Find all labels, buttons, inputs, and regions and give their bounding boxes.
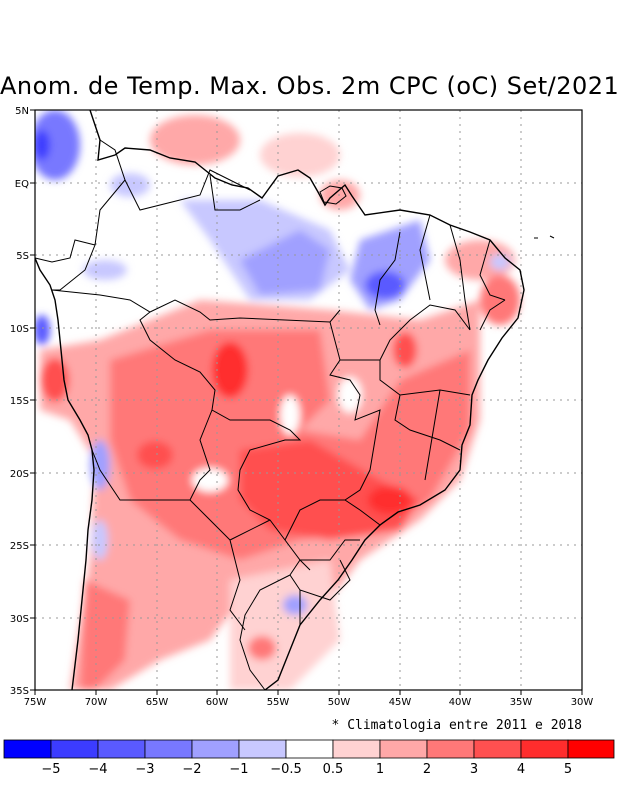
anomaly-warm-amapa xyxy=(260,133,340,177)
lon-label: 35W xyxy=(510,697,533,708)
anomaly-hot-bol xyxy=(137,441,173,469)
lat-label: 5S xyxy=(16,251,29,262)
lat-label: EQ xyxy=(15,179,29,190)
anomaly-cool-colombia xyxy=(35,110,80,180)
lon-label: 50W xyxy=(328,697,351,708)
colorbar-swatch xyxy=(520,739,569,759)
anomaly-hot-peru xyxy=(41,358,69,402)
lon-label: 55W xyxy=(267,697,290,708)
anomaly-cool-amazon-core xyxy=(240,230,330,295)
anomaly-cool-peru-n xyxy=(35,315,50,345)
colorbar-swatch xyxy=(332,739,381,759)
lon-label: 75W xyxy=(24,697,47,708)
colorbar-swatch xyxy=(379,739,428,759)
lat-label: 5N xyxy=(15,106,29,117)
colorbar-label: −0.5 xyxy=(270,762,302,777)
lon-label: 70W xyxy=(85,697,108,708)
marajo-island xyxy=(319,185,347,205)
country-borders xyxy=(35,139,506,690)
lat-label: 25S xyxy=(10,541,29,552)
colorbar-label: −4 xyxy=(88,762,107,777)
colorbar-swatch xyxy=(50,739,99,759)
lat-label: 15S xyxy=(10,396,29,407)
colorbar-label: −5 xyxy=(41,762,60,777)
anomaly-cool-colombia-core xyxy=(35,130,50,160)
anomaly-warm-chile xyxy=(80,580,130,690)
anomaly-warm-rn xyxy=(480,275,520,325)
colorbar-label: −3 xyxy=(135,762,154,777)
chiloe-island xyxy=(534,235,555,239)
gridlines xyxy=(35,110,582,690)
anomaly-warm-para xyxy=(320,180,360,210)
colorbar-swatch xyxy=(238,739,287,759)
anomaly-neutral-pr xyxy=(192,468,228,492)
anomaly-hot-ba xyxy=(393,332,417,368)
colorbar xyxy=(3,739,615,759)
colorbar-swatch xyxy=(426,739,475,759)
anomaly-neutral-go xyxy=(280,395,300,435)
colorbar-swatch xyxy=(473,739,522,759)
colorbar-label: 4 xyxy=(517,762,525,777)
colorbar-swatch xyxy=(191,739,240,759)
lon-label: 40W xyxy=(449,697,472,708)
anomaly-warm-ms-sp xyxy=(240,440,420,540)
lat-label: 30S xyxy=(10,614,29,625)
lon-label: 30W xyxy=(571,697,594,708)
colorbar-swatch xyxy=(144,739,193,759)
colorbar-label: 1 xyxy=(376,762,384,777)
colorbar-swatch xyxy=(3,739,52,759)
colorbar-swatch xyxy=(285,739,334,759)
anomaly-hot-mt xyxy=(212,342,248,398)
anomaly-neutral-to xyxy=(338,377,362,413)
lat-label: 10S xyxy=(10,324,29,335)
colorbar-label: 3 xyxy=(470,762,478,777)
lat-labels: 5N EQ 5S 10S 15S 20S 25S 30S 35S xyxy=(10,106,29,697)
anomaly-cool-arg xyxy=(92,520,108,560)
colorbar-label: 5 xyxy=(564,762,572,777)
anomaly-hot-sp xyxy=(368,486,412,514)
anomaly-warm-uy xyxy=(248,636,276,660)
anomaly-cool-ma-core xyxy=(365,271,405,299)
colorbar-label: 2 xyxy=(423,762,431,777)
map-title: Anom. de Temp. Max. Obs. 2m CPC (oC) Set… xyxy=(0,72,618,100)
anomaly-cool-rs xyxy=(283,595,307,615)
colorbar-label: 0.5 xyxy=(323,762,344,777)
climatology-footnote: * Climatologia entre 2011 e 2018 xyxy=(331,718,582,733)
lon-label: 45W xyxy=(389,697,412,708)
lon-label: 60W xyxy=(206,697,229,708)
anomaly-warm-guiana xyxy=(150,115,240,165)
anomaly-field xyxy=(35,110,582,690)
anomaly-cool-ac xyxy=(83,260,127,280)
lon-labels: 75W 70W 65W 60W 55W 50W 45W 40W 35W 30W xyxy=(24,697,594,708)
axis-ticks xyxy=(30,109,583,695)
colorbar-labels: −5 −4 −3 −2 −1 −0.5 0.5 1 2 3 4 5 xyxy=(41,762,572,777)
colorbar-label: −2 xyxy=(182,762,201,777)
colorbar-swatch xyxy=(567,739,615,759)
lat-label: 20S xyxy=(10,469,29,480)
colorbar-label: −1 xyxy=(229,762,248,777)
anomaly-cool-venezuela xyxy=(110,173,150,197)
lat-label: 35S xyxy=(10,686,29,697)
anomaly-cool-pb xyxy=(490,254,510,270)
lon-label: 65W xyxy=(146,697,169,708)
colorbar-swatch xyxy=(97,739,146,759)
